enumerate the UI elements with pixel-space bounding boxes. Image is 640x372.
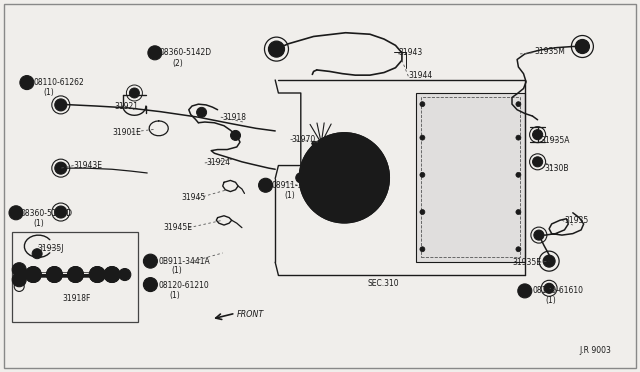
Text: 31935J: 31935J: [37, 244, 63, 253]
Circle shape: [420, 172, 425, 177]
Text: 31901E: 31901E: [112, 128, 141, 137]
Text: 31935M: 31935M: [534, 47, 565, 56]
Circle shape: [300, 133, 389, 223]
Circle shape: [230, 131, 241, 140]
Text: 31943: 31943: [398, 48, 422, 57]
Text: (1): (1): [170, 291, 180, 300]
Text: J.R 9003: J.R 9003: [579, 346, 611, 355]
Text: B: B: [522, 288, 527, 294]
Text: SEC.310: SEC.310: [368, 279, 399, 288]
Text: 0B911-3441A: 0B911-3441A: [159, 257, 211, 266]
Text: 08911-3441A: 08911-3441A: [272, 181, 323, 190]
Circle shape: [47, 266, 63, 283]
Circle shape: [296, 173, 306, 183]
Circle shape: [420, 209, 425, 215]
Text: 31943E: 31943E: [74, 161, 102, 170]
Text: (1): (1): [172, 266, 182, 275]
Circle shape: [543, 255, 555, 267]
Text: 08160-61610: 08160-61610: [532, 286, 584, 295]
Bar: [421, 97, 520, 257]
Circle shape: [516, 135, 521, 140]
Text: 08360-5142D: 08360-5142D: [160, 48, 212, 57]
Circle shape: [68, 266, 83, 283]
Text: 31918F: 31918F: [63, 294, 91, 303]
Text: 31944: 31944: [408, 71, 433, 80]
Text: 31935: 31935: [564, 216, 589, 225]
Text: N: N: [147, 258, 154, 264]
Circle shape: [12, 263, 26, 277]
Text: (1): (1): [545, 296, 556, 305]
Text: S: S: [152, 50, 157, 56]
Circle shape: [516, 247, 521, 252]
Circle shape: [148, 46, 162, 60]
Text: 31970: 31970: [291, 135, 316, 144]
Circle shape: [269, 41, 285, 57]
Text: 31945: 31945: [182, 193, 206, 202]
Text: 31918: 31918: [223, 113, 246, 122]
Circle shape: [420, 135, 425, 140]
Circle shape: [143, 254, 157, 268]
Bar: [12, 232, 138, 322]
Circle shape: [119, 269, 131, 280]
Circle shape: [196, 108, 207, 117]
Text: 08120-61210: 08120-61210: [159, 281, 209, 290]
Circle shape: [55, 99, 67, 111]
Text: 31945E: 31945E: [163, 223, 192, 232]
Text: 08360-5142D: 08360-5142D: [20, 209, 72, 218]
Circle shape: [55, 206, 67, 218]
Circle shape: [129, 88, 140, 98]
Text: (1): (1): [33, 219, 44, 228]
Circle shape: [20, 76, 34, 90]
Circle shape: [259, 178, 273, 192]
Circle shape: [9, 206, 23, 220]
Circle shape: [26, 266, 41, 283]
Circle shape: [55, 162, 67, 174]
Circle shape: [518, 284, 532, 298]
Text: 31935A: 31935A: [541, 136, 570, 145]
Circle shape: [420, 247, 425, 252]
Text: S: S: [13, 210, 19, 216]
Text: 31924: 31924: [206, 158, 230, 167]
Text: 31935E: 31935E: [512, 258, 541, 267]
Text: B: B: [24, 80, 29, 86]
Text: N: N: [262, 182, 269, 188]
Circle shape: [534, 230, 544, 240]
Circle shape: [12, 273, 26, 287]
Circle shape: [516, 209, 521, 215]
Circle shape: [89, 266, 105, 283]
Text: B: B: [148, 282, 153, 288]
Text: 31921: 31921: [114, 102, 138, 110]
Bar: [416, 93, 525, 262]
Circle shape: [516, 172, 521, 177]
Circle shape: [544, 283, 554, 293]
Text: (1): (1): [44, 89, 54, 97]
Text: (2): (2): [173, 59, 184, 68]
Text: FRONT: FRONT: [237, 310, 264, 319]
Circle shape: [532, 157, 543, 167]
Circle shape: [32, 249, 42, 259]
Circle shape: [575, 39, 589, 54]
Text: 08110-61262: 08110-61262: [33, 78, 84, 87]
Circle shape: [516, 102, 521, 107]
Circle shape: [104, 266, 120, 283]
Circle shape: [340, 174, 348, 182]
Circle shape: [532, 130, 543, 140]
Circle shape: [143, 278, 157, 292]
Text: 3130B: 3130B: [544, 164, 568, 173]
Text: (1): (1): [285, 191, 296, 200]
Circle shape: [420, 102, 425, 107]
